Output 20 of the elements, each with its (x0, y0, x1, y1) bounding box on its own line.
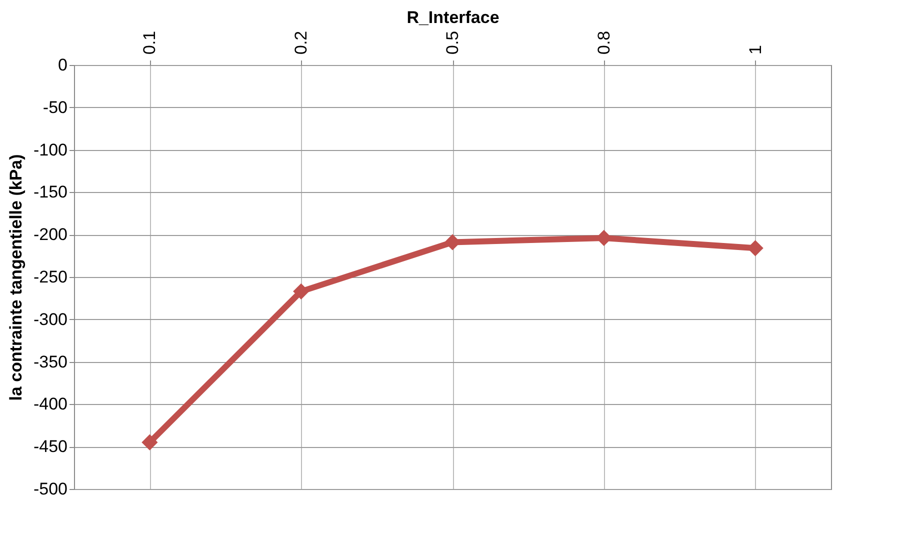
y-tick-label: -250 (33, 268, 68, 286)
y-tick-label: -200 (33, 225, 68, 244)
point (142, 434, 158, 450)
y-tick-label: -300 (33, 310, 68, 329)
y-tick-label: -400 (33, 394, 68, 414)
x-axis-title: R_Interface (406, 8, 500, 27)
x-tick-label: 1 (746, 45, 765, 54)
y-tick-label: -450 (33, 437, 68, 456)
x-tick-label: 0.1 (140, 30, 160, 54)
y-tick-label: -50 (42, 98, 68, 117)
point (293, 283, 310, 300)
y-tick-label: -500 (33, 480, 68, 498)
y-tick-label: -100 (33, 140, 68, 160)
x-tick-label: 0.5 (443, 30, 462, 54)
y-tick-label: 0 (58, 56, 68, 74)
y-tick-label: -150 (33, 182, 68, 202)
x-tick-label: 0.2 (292, 30, 311, 54)
y-axis-title: la contrainte tangentielle (kPa) (6, 154, 26, 401)
y-tick-label: -350 (33, 352, 68, 372)
x-tick-label: 0.8 (594, 30, 614, 54)
